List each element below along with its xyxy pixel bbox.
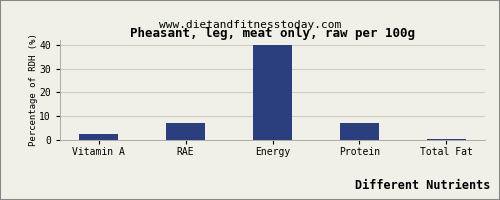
- Y-axis label: Percentage of RDH (%): Percentage of RDH (%): [29, 34, 38, 146]
- Text: Different Nutrients: Different Nutrients: [354, 179, 490, 192]
- Bar: [253, 45, 292, 140]
- Title: Pheasant, leg, meat only, raw per 100g: Pheasant, leg, meat only, raw per 100g: [130, 27, 415, 40]
- Bar: [340, 123, 379, 140]
- Bar: [426, 139, 466, 140]
- Bar: [80, 134, 118, 140]
- Text: www.dietandfitnesstoday.com: www.dietandfitnesstoday.com: [159, 20, 341, 30]
- Bar: [166, 123, 205, 140]
